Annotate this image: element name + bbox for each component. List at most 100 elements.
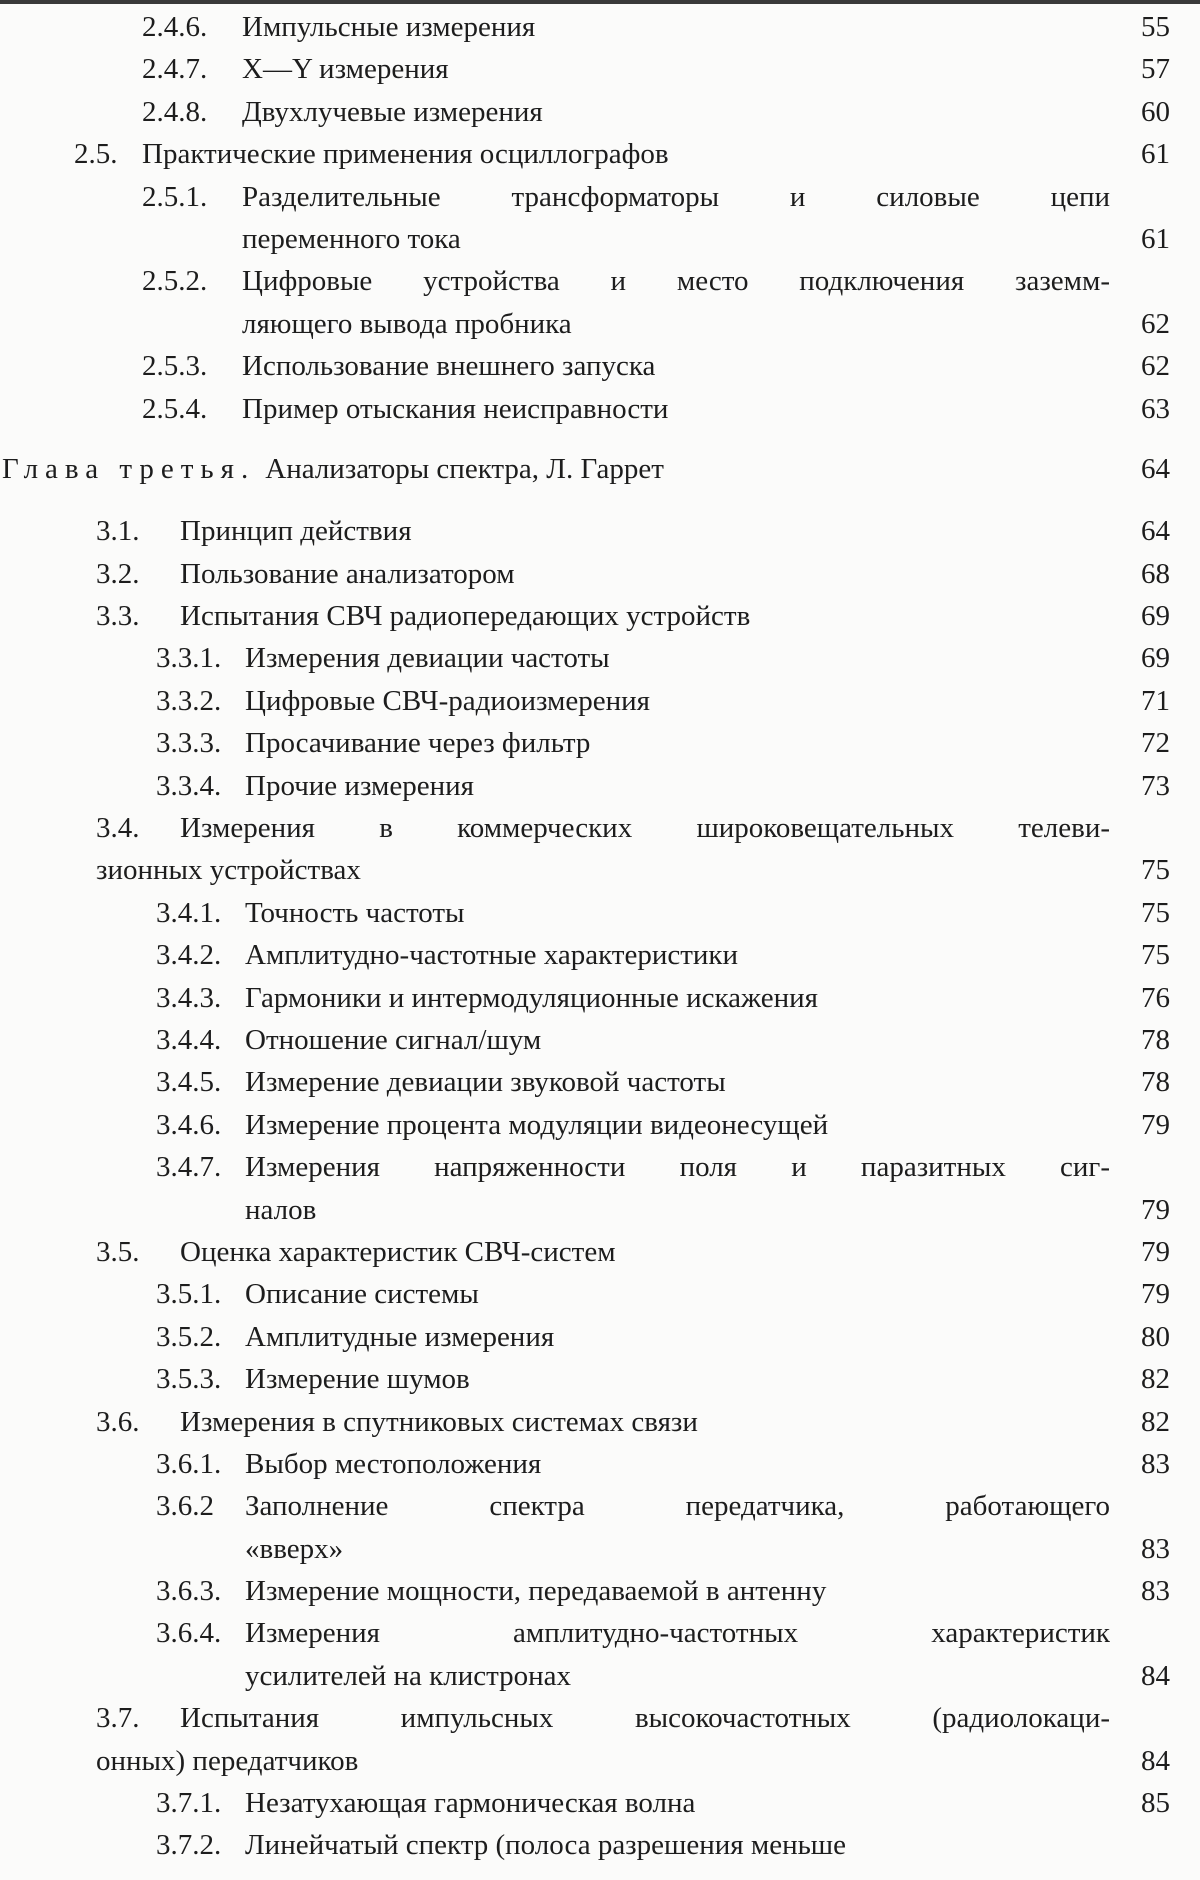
entry-number: 3.4.4. xyxy=(156,1019,221,1061)
entry-title: Просачивание через фильтр xyxy=(245,722,1110,764)
page-number: 62 xyxy=(1120,345,1170,387)
entry-number: 3.6.2 xyxy=(156,1485,214,1527)
entry-title-text: Измерение девиации звуковой частоты xyxy=(245,1061,726,1103)
entry-number: 2.5.2. xyxy=(142,260,207,302)
toc-entry: 3.6.1.Выбор местоположения83 xyxy=(0,1443,1200,1485)
toc-entry: 3.6.3. Измерение мощности, передаваемой в… xyxy=(0,1570,1200,1612)
entry-title-text: Точность частоты xyxy=(245,892,465,934)
toc-entry: 3.3.2. Цифровые СВЧ-радиоизмерения 71 xyxy=(0,680,1200,722)
page-number: 84 xyxy=(1120,1655,1170,1697)
entry-number: 3.4.5. xyxy=(156,1061,221,1103)
entry-number: 3.3.4. xyxy=(156,765,221,807)
entry-number: 3.7.1. xyxy=(156,1782,221,1824)
entry-number: 3.5.2. xyxy=(156,1316,221,1358)
page-number: 76 xyxy=(1120,977,1170,1019)
page-number: 71 xyxy=(1120,680,1170,722)
entry-title: зионных устройствах xyxy=(96,849,1110,891)
entry-number: 2.4.6. xyxy=(142,6,207,48)
entry-title: Амплитудно-частотные характеристики xyxy=(245,934,1110,976)
entry-title-text: «вверх» xyxy=(245,1528,343,1570)
entry-title-text: Пользование анализатором xyxy=(180,553,515,595)
entry-number: 3.7. xyxy=(96,1697,140,1739)
entry-title: Импульсные измерения xyxy=(242,6,1110,48)
toc-entry: 2.5.1.Разделительные трансформаторы и си… xyxy=(0,176,1200,218)
toc-entry: 3.7.2.Линейчатый спектр (полоса разрешен… xyxy=(0,1824,1200,1866)
entry-number: 3.6.3. xyxy=(156,1570,221,1612)
entry-title-text: Измерения в спутниковых системах связи xyxy=(180,1401,698,1443)
toc-entry: 3.3.4.Прочие измерения73 xyxy=(0,765,1200,807)
entry-number: 2.5.3. xyxy=(142,345,207,387)
entry-title: Амплитудные измерения xyxy=(245,1316,1110,1358)
entry-title-text: Линейчатый спектр (полоса разрешения мен… xyxy=(245,1824,846,1866)
toc-entry: 2.4.7.X—Y измерения57 xyxy=(0,48,1200,90)
page-number: 72 xyxy=(1120,722,1170,764)
toc-entry-continuation: зионных устройствах75 xyxy=(0,849,1200,891)
entry-title: Измерение мощности, передаваемой в антен… xyxy=(245,1570,1110,1612)
entry-title: Цифровые СВЧ-радиоизмерения xyxy=(245,680,1110,722)
entry-title: налов xyxy=(245,1189,1110,1231)
entry-title: Испытания СВЧ радиопередающих устройств xyxy=(180,595,1110,637)
page-number: 75 xyxy=(1120,849,1170,891)
toc-entry-continuation: усилителей на клистронах84 xyxy=(0,1655,1200,1697)
entry-number: 2.5.4. xyxy=(142,388,207,430)
entry-title: Измерения девиации частоты xyxy=(245,637,1110,679)
entry-number: 3.4.7. xyxy=(156,1146,221,1188)
page-number: 83 xyxy=(1120,1443,1170,1485)
page-number: 69 xyxy=(1120,637,1170,679)
page-number: 75 xyxy=(1120,892,1170,934)
entry-title: Двухлучевые измерения xyxy=(242,91,1110,133)
entry-title: Измерение девиации звуковой частоты xyxy=(245,1061,1110,1103)
entry-title: Отношение сигнал/шум xyxy=(245,1019,1110,1061)
entry-title-text: Просачивание через фильтр xyxy=(245,722,590,764)
entry-title: Измерение процента модуляции видеонесуще… xyxy=(245,1104,1110,1146)
page-number: 83 xyxy=(1120,1570,1170,1612)
toc-entry: 3.7.1. Незатухающая гармоническая волна85 xyxy=(0,1782,1200,1824)
chapter-prefix: Глава третья. xyxy=(2,448,255,490)
entry-number: 3.5. xyxy=(96,1231,140,1273)
entry-title: Измерение шумов xyxy=(245,1358,1110,1400)
page-number: 61 xyxy=(1120,218,1170,260)
page-number: 61 xyxy=(1120,133,1170,175)
entry-title: Измерения в коммерческих широковещательн… xyxy=(180,807,1110,849)
page-number: 57 xyxy=(1120,48,1170,90)
entry-title: Незатухающая гармоническая волна xyxy=(245,1782,1110,1824)
page-number: 78 xyxy=(1120,1061,1170,1103)
entry-title-text: Пример отыскания неисправности xyxy=(242,388,668,430)
entry-title-text: Описание системы xyxy=(245,1273,479,1315)
entry-number: 3.2. xyxy=(96,553,140,595)
toc-entry: 3.5.2. Амплитудные измерения 80 xyxy=(0,1316,1200,1358)
section-3-entries: 3.1.Принцип действия643.2. Пользование ан… xyxy=(0,510,1200,1867)
entry-title: Гармоники и интермодуляционные искажения xyxy=(245,977,1110,1019)
entry-title-text: налов xyxy=(245,1189,316,1231)
entry-title-text: Заполнение спектра передатчика, работающ… xyxy=(245,1490,1110,1522)
entry-title: «вверх» xyxy=(245,1528,1110,1570)
entry-title-text: Выбор местоположения xyxy=(245,1443,541,1485)
page-top-border xyxy=(0,0,1200,4)
entry-title: Пример отыскания неисправности xyxy=(242,388,1110,430)
entry-title-text: Измерения в коммерческих широковещательн… xyxy=(180,812,1110,844)
toc-entry: 3.3.Испытания СВЧ радиопередающих устрой… xyxy=(0,595,1200,637)
toc-entry: 3.6.2 Заполнение спектра передатчика, раб… xyxy=(0,1485,1200,1527)
toc-entry: 3.1.Принцип действия64 xyxy=(0,510,1200,552)
entry-number: 3.5.1. xyxy=(156,1273,221,1315)
toc-entry: 3.7.Испытания импульсных высокочастотных… xyxy=(0,1697,1200,1739)
entry-title-text: Измерение шумов xyxy=(245,1358,470,1400)
entry-title: Пользование анализатором xyxy=(180,553,1110,595)
entry-number: 3.3.1. xyxy=(156,637,221,679)
entry-number: 3.6. xyxy=(96,1401,140,1443)
page-number: 62 xyxy=(1120,303,1170,345)
toc-entry-continuation: ляющего вывода пробника62 xyxy=(0,303,1200,345)
entry-title-text: Цифровые СВЧ-радиоизмерения xyxy=(245,680,650,722)
entry-title: Прочие измерения xyxy=(245,765,1110,807)
page-number: 82 xyxy=(1120,1358,1170,1400)
entry-title-text: Амплитудные измерения xyxy=(245,1316,554,1358)
entry-title: Линейчатый спектр (полоса разрешения мен… xyxy=(245,1824,1110,1866)
page-number: 80 xyxy=(1120,1316,1170,1358)
entry-title: Измерения в спутниковых системах связи xyxy=(180,1401,1110,1443)
page-number: 85 xyxy=(1120,1782,1170,1824)
entry-title-text: Разделительные трансформаторы и силовые … xyxy=(242,181,1110,213)
entry-number: 3.3.2. xyxy=(156,680,221,722)
entry-title: X—Y измерения xyxy=(242,48,1110,90)
toc-entry-continuation: налов79 xyxy=(0,1189,1200,1231)
page-number: 60 xyxy=(1120,91,1170,133)
